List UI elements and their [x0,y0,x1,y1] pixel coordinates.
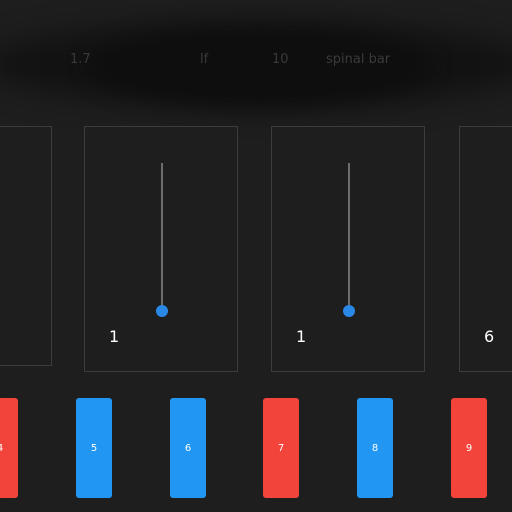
pad-key-label: 8 [371,442,379,454]
pad-key-label: 4 [0,443,3,454]
slider-thumb[interactable] [156,305,168,317]
panel-partial-left [0,126,52,366]
pad-key-4[interactable]: 4 [0,398,18,498]
pad-key-8[interactable]: 8 [357,398,393,498]
slider-value: 1 [109,327,120,346]
slider-panel-1: 1 [84,126,238,372]
slider-thumb[interactable] [343,305,355,317]
header-text-1: 1.7 [70,52,91,67]
slider-panel-2: 1 [271,126,425,372]
header-text-4: spinal bar [326,52,391,67]
pad-key-5[interactable]: 5 [76,398,112,498]
header-text-3: 10 [272,52,289,67]
header-text-2: lf [200,52,209,67]
panel-value: 6 [484,327,495,346]
pad-key-label: 5 [90,442,98,454]
pad-key-6[interactable]: 6 [170,398,206,498]
slider-track[interactable] [348,163,350,311]
slider-track[interactable] [161,163,163,311]
header-blur-inner [90,28,430,106]
pad-key-9[interactable]: 9 [451,398,487,498]
pad-key-label: 9 [465,442,473,454]
pad-key-7[interactable]: 7 [263,398,299,498]
pad-key-label: 6 [184,442,192,454]
slider-value: 1 [296,327,307,346]
pad-key-label: 7 [277,442,285,454]
panel-partial-right: 6 [459,126,512,372]
